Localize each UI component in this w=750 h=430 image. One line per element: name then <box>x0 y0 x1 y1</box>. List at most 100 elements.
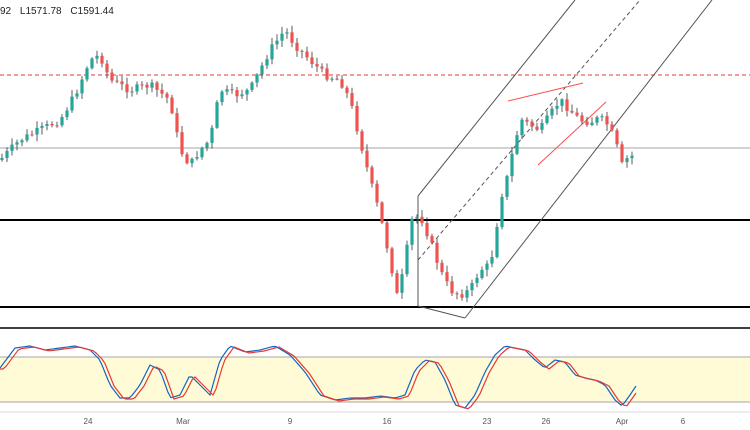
candle-body-66 <box>330 78 334 80</box>
ohlc-header: 92 L1571.78 C1591.44 <box>0 6 120 17</box>
candle-body-18 <box>90 58 94 69</box>
candle-body-44 <box>220 91 224 103</box>
candle-body-16 <box>80 79 84 94</box>
candle-body-20 <box>100 55 104 64</box>
candle-body-103 <box>515 135 519 154</box>
candle-body-57 <box>285 32 289 34</box>
candle-body-122 <box>610 124 614 131</box>
candle-body-73 <box>365 150 369 168</box>
candle-body-89 <box>445 272 449 282</box>
x-tick-label-2: 9 <box>288 417 293 426</box>
candle-body-72 <box>360 131 364 151</box>
x-tick-label-0: 24 <box>84 417 93 426</box>
candle-body-64 <box>320 66 324 69</box>
candle-body-14 <box>70 96 74 111</box>
candle-body-28 <box>140 84 144 86</box>
candle-body-6 <box>30 134 34 136</box>
candle-body-67 <box>335 78 339 80</box>
x-tick-label-4: 23 <box>483 417 492 426</box>
candle-body-101 <box>505 176 509 197</box>
candle-body-42 <box>210 127 214 143</box>
candle-body-0 <box>0 157 4 160</box>
candle-body-75 <box>375 183 379 203</box>
candle-body-52 <box>260 65 264 75</box>
candle-body-92 <box>460 294 464 298</box>
x-axis-ticks: 24 Mar 9 16 23 26 Apr 6 <box>84 417 686 426</box>
candle-body-4 <box>20 140 24 143</box>
candle-body-31 <box>155 82 159 90</box>
candle-body-9 <box>45 124 49 126</box>
candle-body-7 <box>35 127 39 135</box>
candle-body-1 <box>5 151 9 158</box>
candle-body-111 <box>555 105 559 109</box>
ohlc-close: C1591.44 <box>70 6 114 17</box>
candle-body-81 <box>405 244 409 275</box>
candle-body-38 <box>190 158 194 164</box>
candle-body-107 <box>535 126 539 130</box>
candle-body-119 <box>595 117 599 123</box>
candle-body-8 <box>40 126 44 128</box>
candle-body-121 <box>605 116 609 125</box>
candle-body-82 <box>410 218 414 245</box>
candle-body-104 <box>520 119 524 136</box>
candle-body-95 <box>475 277 479 283</box>
candle-body-30 <box>150 82 154 88</box>
candle-body-91 <box>455 293 459 295</box>
candle-body-112 <box>560 99 564 106</box>
candle-body-115 <box>575 112 579 116</box>
candle-body-90 <box>450 281 454 294</box>
candle-body-10 <box>50 124 54 126</box>
candle-body-35 <box>175 113 179 133</box>
stochastic-lines-group <box>0 345 637 410</box>
candle-body-108 <box>540 123 544 130</box>
candle-body-62 <box>310 57 314 64</box>
candle-body-126 <box>630 155 634 159</box>
candle-body-79 <box>395 273 399 293</box>
channel-mid-dashed-line <box>417 0 641 261</box>
candle-body-87 <box>435 242 439 263</box>
candle-body-65 <box>325 68 329 80</box>
candle-body-34 <box>170 97 174 114</box>
candle-body-114 <box>570 111 574 113</box>
candle-body-68 <box>340 79 344 88</box>
candle-body-110 <box>550 108 554 116</box>
candle-body-100 <box>500 196 504 227</box>
x-tick-label-6: Apr <box>616 417 629 426</box>
candle-body-45 <box>225 89 229 92</box>
candle-body-17 <box>85 68 89 80</box>
candle-body-47 <box>235 90 239 97</box>
candle-body-116 <box>580 115 584 122</box>
candle-body-59 <box>295 42 299 51</box>
candle-body-76 <box>380 202 384 223</box>
candles-group <box>0 25 634 303</box>
candle-body-98 <box>490 257 494 264</box>
candle-body-94 <box>470 283 474 291</box>
candle-body-83 <box>415 216 419 219</box>
candle-body-3 <box>15 142 19 145</box>
channel-lower-line <box>464 0 713 319</box>
candle-body-24 <box>120 81 124 85</box>
candle-body-97 <box>485 263 489 270</box>
candle-body-50 <box>250 82 254 90</box>
stochastic-d-line <box>0 346 637 410</box>
candle-body-117 <box>585 121 589 125</box>
x-tick-label-5: 26 <box>542 417 551 426</box>
candle-body-5 <box>25 134 29 141</box>
candle-body-13 <box>65 110 69 117</box>
candle-body-11 <box>55 125 59 127</box>
candle-body-37 <box>185 154 189 164</box>
candle-body-86 <box>430 236 434 243</box>
candle-body-71 <box>355 105 359 132</box>
candle-body-77 <box>385 222 389 249</box>
candle-body-78 <box>390 248 394 274</box>
candle-body-99 <box>495 226 499 257</box>
channel-upper-line <box>417 0 576 197</box>
candle-body-40 <box>200 148 204 158</box>
candle-body-39 <box>195 157 199 159</box>
candle-body-48 <box>240 94 244 97</box>
flag-lower-line <box>537 101 607 166</box>
flag-upper-line <box>507 82 584 102</box>
candle-body-109 <box>545 115 549 123</box>
candle-body-22 <box>110 72 114 81</box>
